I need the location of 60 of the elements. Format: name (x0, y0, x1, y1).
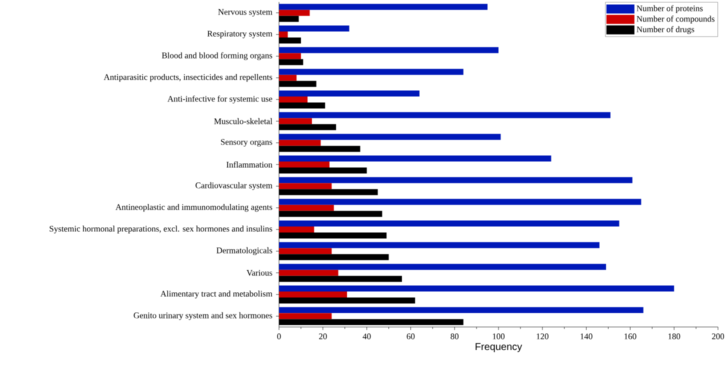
legend-label: Number of drugs (636, 26, 694, 34)
y-tick-label: Alimentary tract and metabolism (160, 290, 272, 298)
x-tick-label: 100 (492, 334, 505, 340)
bar (279, 307, 644, 314)
bar (279, 270, 338, 276)
x-tick-label: 40 (362, 334, 371, 340)
bar (279, 220, 620, 226)
x-tick-label: 60 (406, 334, 415, 340)
bar (279, 10, 310, 16)
bar (279, 204, 334, 211)
legend-label: Number of proteins (636, 5, 703, 13)
y-tick-label: Anti-infective for systemic use (168, 96, 272, 104)
bar (279, 198, 642, 205)
x-tick-label: 20 (319, 334, 327, 340)
bar (279, 68, 464, 75)
bar (279, 248, 332, 254)
bar (279, 96, 308, 102)
bar (279, 177, 632, 184)
bar (279, 155, 552, 162)
bar (279, 313, 332, 320)
bar (279, 90, 420, 96)
y-tick-label: Blood and blood forming organs (162, 52, 272, 60)
y-tick-label: Dermatologicals (216, 247, 272, 256)
y-tick-label: Antiparasitic products, insecticides and repellents (104, 74, 272, 82)
x-tick-label: 200 (712, 334, 724, 340)
legend-label: Number of compounds (636, 16, 714, 24)
x-tick-label: 0 (277, 334, 281, 340)
bar (279, 226, 314, 232)
x-tick-label: 80 (450, 334, 459, 340)
y-tick-label: Sensory organs (221, 139, 272, 147)
y-tick-label: Genito urinary system and sex hormones (134, 312, 272, 320)
y-tick-label: Nervous system (218, 9, 272, 17)
y-tick-label: Respiratory system (207, 30, 272, 38)
x-tick-label: 120 (536, 334, 548, 340)
bar (279, 32, 288, 38)
bar (279, 25, 350, 32)
bar (279, 118, 312, 124)
y-tick-label: Antineoplastic and immunomodulating agents (116, 204, 272, 212)
y-tick-label: Various (246, 270, 272, 276)
bar (279, 134, 501, 140)
bar (279, 242, 600, 248)
y-tick-label: Inflammation (226, 161, 272, 168)
bar (279, 112, 610, 118)
x-tick-label: 160 (624, 334, 636, 340)
bar (279, 161, 330, 168)
x-axis-title: Frequency (476, 343, 522, 352)
x-tick-label: 140 (580, 334, 592, 340)
bar (279, 47, 498, 54)
y-tick-label: Cardiovascular system (196, 182, 272, 190)
bar (279, 74, 297, 81)
bar (279, 291, 348, 298)
y-tick-label: Musculo-skeletal (214, 118, 272, 124)
x-tick-label: 180 (668, 334, 680, 340)
bar (279, 4, 488, 10)
bar (279, 264, 606, 270)
y-tick-label: Systemic hormonal preparations, excl. sex hormones and insulins (50, 226, 272, 234)
bar (279, 183, 332, 190)
bar (279, 140, 321, 146)
bar (279, 285, 674, 292)
bar (279, 53, 301, 60)
